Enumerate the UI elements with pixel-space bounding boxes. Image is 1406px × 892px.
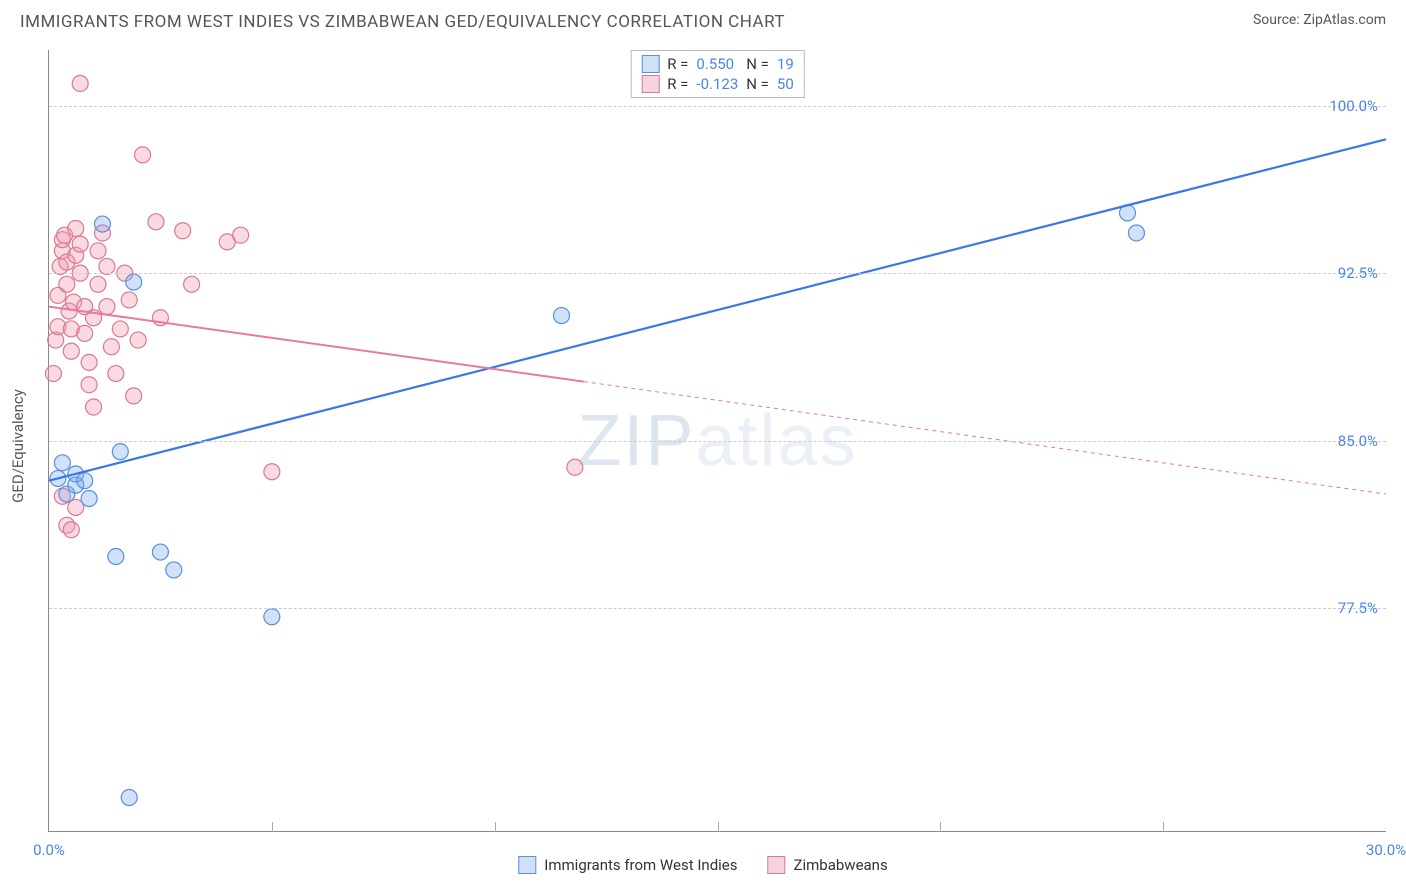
legend-N-label: N = bbox=[746, 75, 769, 93]
x-tick bbox=[940, 822, 941, 832]
data-point bbox=[90, 276, 106, 292]
gridline bbox=[49, 608, 1386, 609]
data-point bbox=[103, 339, 119, 355]
data-point bbox=[184, 276, 200, 292]
y-axis-label: GED/Equivalency bbox=[9, 389, 27, 503]
legend-swatch bbox=[768, 856, 786, 874]
legend-label: Immigrants from West Indies bbox=[544, 856, 737, 874]
gridline bbox=[49, 273, 1386, 274]
legend-item: Zimbabweans bbox=[768, 856, 888, 874]
correlation-legend: R = 0.550 N = 19 R = -0.123 N = 50 bbox=[630, 50, 805, 98]
x-tick bbox=[272, 822, 273, 832]
data-point bbox=[77, 473, 93, 489]
x-tick bbox=[1163, 822, 1164, 832]
data-point bbox=[554, 308, 570, 324]
data-point bbox=[45, 366, 61, 382]
x-tick-label: 0.0% bbox=[33, 841, 65, 859]
data-point bbox=[72, 75, 88, 91]
gridline bbox=[49, 106, 1386, 107]
legend-N-label: N = bbox=[746, 55, 769, 73]
data-point bbox=[54, 455, 70, 471]
y-tick-label: 85.0% bbox=[1338, 432, 1378, 450]
legend-swatch bbox=[641, 75, 659, 93]
data-point bbox=[99, 258, 115, 274]
legend-item: Immigrants from West Indies bbox=[518, 856, 737, 874]
data-point bbox=[121, 790, 137, 806]
data-point bbox=[121, 292, 137, 308]
data-point bbox=[72, 236, 88, 252]
data-point bbox=[112, 321, 128, 337]
data-point bbox=[567, 459, 583, 475]
chart-plot-area: ZIPatlas R =0.550N =19R =-0.123N =50 77.… bbox=[48, 50, 1386, 832]
data-point bbox=[233, 227, 249, 243]
data-point bbox=[59, 276, 75, 292]
data-point bbox=[63, 343, 79, 359]
data-point bbox=[152, 544, 168, 560]
data-point bbox=[77, 325, 93, 341]
data-point bbox=[135, 147, 151, 163]
data-point bbox=[126, 388, 142, 404]
data-point bbox=[94, 216, 110, 232]
gridline bbox=[49, 441, 1386, 442]
data-point bbox=[108, 549, 124, 565]
y-tick-label: 92.5% bbox=[1338, 264, 1378, 282]
y-tick-label: 77.5% bbox=[1338, 599, 1378, 617]
y-tick-label: 100.0% bbox=[1329, 97, 1378, 115]
data-point bbox=[108, 366, 124, 382]
data-point bbox=[90, 243, 106, 259]
data-point bbox=[166, 562, 182, 578]
legend-R-label: R = bbox=[667, 55, 688, 73]
series-legend: Immigrants from West Indies Zimbabweans bbox=[518, 856, 887, 874]
x-tick bbox=[718, 822, 719, 832]
chart-title: IMMIGRANTS FROM WEST INDIES VS ZIMBABWEA… bbox=[20, 12, 785, 32]
legend-swatch bbox=[641, 55, 659, 73]
x-tick-label: 30.0% bbox=[1366, 841, 1406, 859]
trend-line bbox=[49, 139, 1386, 480]
legend-R-value: 0.550 bbox=[696, 55, 738, 73]
data-point bbox=[130, 332, 146, 348]
data-point bbox=[86, 399, 102, 415]
x-tick bbox=[495, 822, 496, 832]
data-point bbox=[63, 522, 79, 538]
data-point bbox=[81, 491, 97, 507]
legend-N-value: 19 bbox=[777, 55, 794, 73]
data-point bbox=[264, 464, 280, 480]
data-point bbox=[126, 274, 142, 290]
data-point bbox=[99, 299, 115, 315]
data-point bbox=[148, 214, 164, 230]
legend-R-value: -0.123 bbox=[696, 75, 738, 93]
trend-line bbox=[49, 307, 584, 382]
data-point bbox=[81, 354, 97, 370]
legend-swatch bbox=[518, 856, 536, 874]
data-point bbox=[1128, 225, 1144, 241]
data-point bbox=[175, 223, 191, 239]
trend-line-dashed bbox=[584, 382, 1386, 494]
data-point bbox=[264, 609, 280, 625]
source-label: Source: ZipAtlas.com bbox=[1253, 12, 1386, 28]
legend-N-value: 50 bbox=[777, 75, 794, 93]
data-point bbox=[81, 377, 97, 393]
legend-R-label: R = bbox=[667, 75, 688, 93]
data-point bbox=[68, 221, 84, 237]
legend-label: Zimbabweans bbox=[794, 856, 888, 874]
data-point bbox=[112, 444, 128, 460]
